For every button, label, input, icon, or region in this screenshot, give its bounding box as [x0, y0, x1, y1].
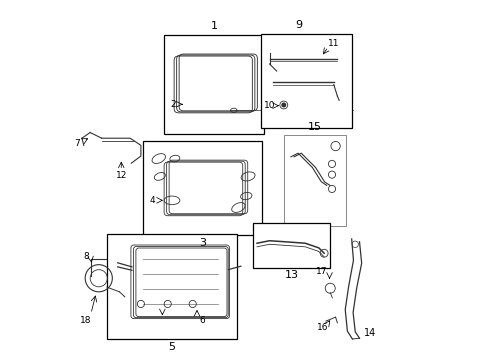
- Bar: [142, 141, 262, 235]
- Text: 6: 6: [200, 316, 205, 325]
- Text: 8: 8: [83, 252, 89, 261]
- Text: 11: 11: [327, 39, 339, 48]
- Text: 7: 7: [74, 139, 80, 148]
- Bar: [107, 234, 237, 339]
- Text: 13: 13: [284, 270, 298, 280]
- Text: 15: 15: [307, 122, 322, 132]
- Bar: [260, 33, 351, 128]
- Circle shape: [282, 103, 285, 107]
- Text: 18: 18: [80, 316, 91, 325]
- Text: 3: 3: [199, 238, 205, 248]
- Text: 12: 12: [115, 171, 127, 180]
- Text: 1: 1: [210, 21, 217, 31]
- Text: 14: 14: [364, 328, 376, 338]
- Bar: [283, 135, 346, 226]
- Bar: [164, 35, 264, 134]
- Text: 5: 5: [168, 342, 175, 352]
- Text: 2: 2: [170, 100, 176, 109]
- Text: 10: 10: [263, 101, 275, 110]
- Bar: [253, 223, 329, 267]
- Text: 9: 9: [295, 19, 302, 30]
- Text: 4: 4: [150, 196, 155, 205]
- Text: 17: 17: [315, 267, 327, 276]
- Text: 16: 16: [316, 323, 327, 332]
